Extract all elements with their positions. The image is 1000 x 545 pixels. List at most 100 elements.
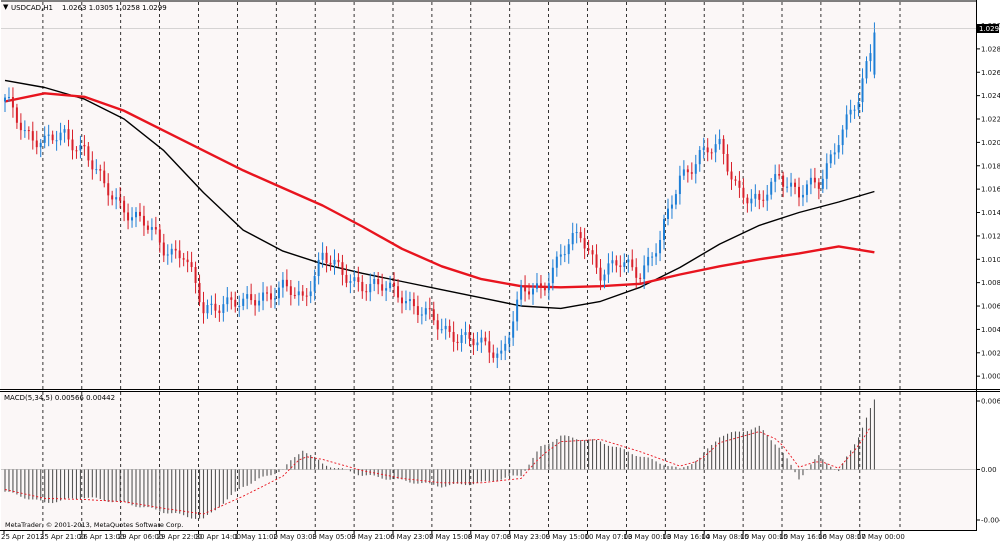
candle-body: [226, 297, 229, 305]
x-axis-label: 26 Apr 13:00: [79, 533, 125, 541]
y-axis-label: 1.0245: [981, 92, 1000, 100]
candle-body: [420, 314, 423, 316]
candle-body: [698, 150, 701, 165]
candle-body: [849, 109, 852, 115]
candle-body: [857, 102, 860, 110]
candle-body: [738, 180, 741, 188]
candle-body: [758, 193, 761, 200]
y-axis-label: 1.0045: [981, 326, 1000, 334]
candle-body: [869, 53, 872, 62]
candle-body: [254, 300, 257, 306]
x-axis-label: 15 May 00:00: [740, 533, 788, 541]
candle-body: [535, 283, 538, 289]
candle-body: [464, 332, 467, 336]
candle-body: [611, 260, 614, 264]
candle-body: [861, 78, 864, 103]
candle-body: [595, 254, 598, 268]
candle-body: [317, 259, 320, 277]
candle-body: [178, 250, 181, 259]
candle-body: [599, 267, 602, 281]
candle-body: [734, 179, 737, 181]
y-axis-label: 1.0105: [981, 256, 1000, 264]
candle-body: [547, 283, 550, 291]
candle-body: [468, 332, 471, 339]
moving-average-red: [4, 92, 875, 289]
candle-body: [337, 259, 340, 263]
candle-body: [273, 298, 276, 300]
candle-body: [91, 160, 94, 170]
x-axis-label: 16 May 08:00: [818, 533, 866, 541]
candle-body: [472, 338, 475, 346]
candle-layer: [4, 22, 876, 369]
candle-body: [825, 163, 828, 179]
candle-body: [635, 267, 638, 278]
chart-menu-arrow-icon[interactable]: ▼: [3, 3, 9, 11]
candle-body: [47, 134, 50, 136]
x-axis-label: 13 May 16:00: [662, 533, 710, 541]
candle-body: [198, 282, 201, 303]
candle-body: [579, 232, 582, 239]
candle-body: [59, 132, 62, 141]
candle-body: [135, 211, 138, 218]
candle-body: [389, 282, 392, 289]
candle-body: [194, 267, 197, 283]
candle-body: [266, 292, 269, 294]
moving-average-layer: [4, 79, 875, 310]
candle-body: [150, 227, 153, 230]
candle-body: [297, 291, 300, 296]
candle-body: [119, 197, 122, 201]
candle-body: [103, 170, 106, 184]
candle-body: [496, 353, 499, 358]
candle-body: [170, 248, 173, 255]
candle-body: [412, 299, 415, 307]
candle-body: [99, 169, 102, 171]
macd-layer: [1, 399, 976, 519]
price-panel-background: [1, 1, 976, 389]
candle-body: [456, 341, 459, 343]
candle-body: [798, 186, 800, 198]
candle-body: [821, 178, 824, 189]
candle-body: [111, 195, 114, 200]
macd-panel-background: [1, 391, 976, 530]
candle-body: [512, 321, 515, 338]
candle-body: [206, 305, 209, 314]
candle-body: [817, 182, 820, 189]
candle-body: [401, 297, 403, 304]
candle-body: [238, 305, 241, 307]
x-axis-label: 30 Apr 14:00: [196, 533, 242, 541]
candle-body: [55, 140, 58, 142]
candle-body: [845, 114, 848, 130]
candle-body: [277, 287, 280, 299]
current-price-tag: [977, 24, 999, 33]
x-axis-label: 14 May 08:00: [701, 533, 749, 541]
y-axis-label: 1.0125: [981, 232, 1000, 240]
candle-body: [258, 300, 261, 306]
candle-body: [591, 250, 594, 255]
candle-body: [778, 174, 781, 176]
x-axis-label: 13 May 00:00: [623, 533, 671, 541]
candle-body: [837, 145, 840, 153]
x-axis-label: 2 May 03:00: [273, 533, 317, 541]
candle-body: [794, 182, 797, 187]
candle-body: [805, 184, 808, 195]
candle-body: [444, 325, 447, 330]
candle-body: [524, 285, 527, 292]
candle-body: [452, 331, 455, 342]
candle-body: [190, 262, 193, 268]
candle-body: [643, 265, 646, 279]
candle-body: [19, 122, 22, 131]
y-axis-label: 1.0185: [981, 162, 1000, 170]
candle-body: [500, 350, 503, 354]
candle-body: [305, 295, 308, 297]
candle-body: [162, 242, 165, 256]
candle-body: [841, 129, 844, 146]
candle-body: [174, 248, 177, 251]
candle-body: [539, 283, 542, 289]
candle-body: [571, 232, 574, 245]
x-axis-label: 3 May 21:00: [351, 533, 395, 541]
x-axis-label: 15 May 16:00: [779, 533, 827, 541]
candle-body: [341, 262, 344, 275]
candle-body: [293, 294, 296, 296]
candle-body: [762, 199, 765, 201]
